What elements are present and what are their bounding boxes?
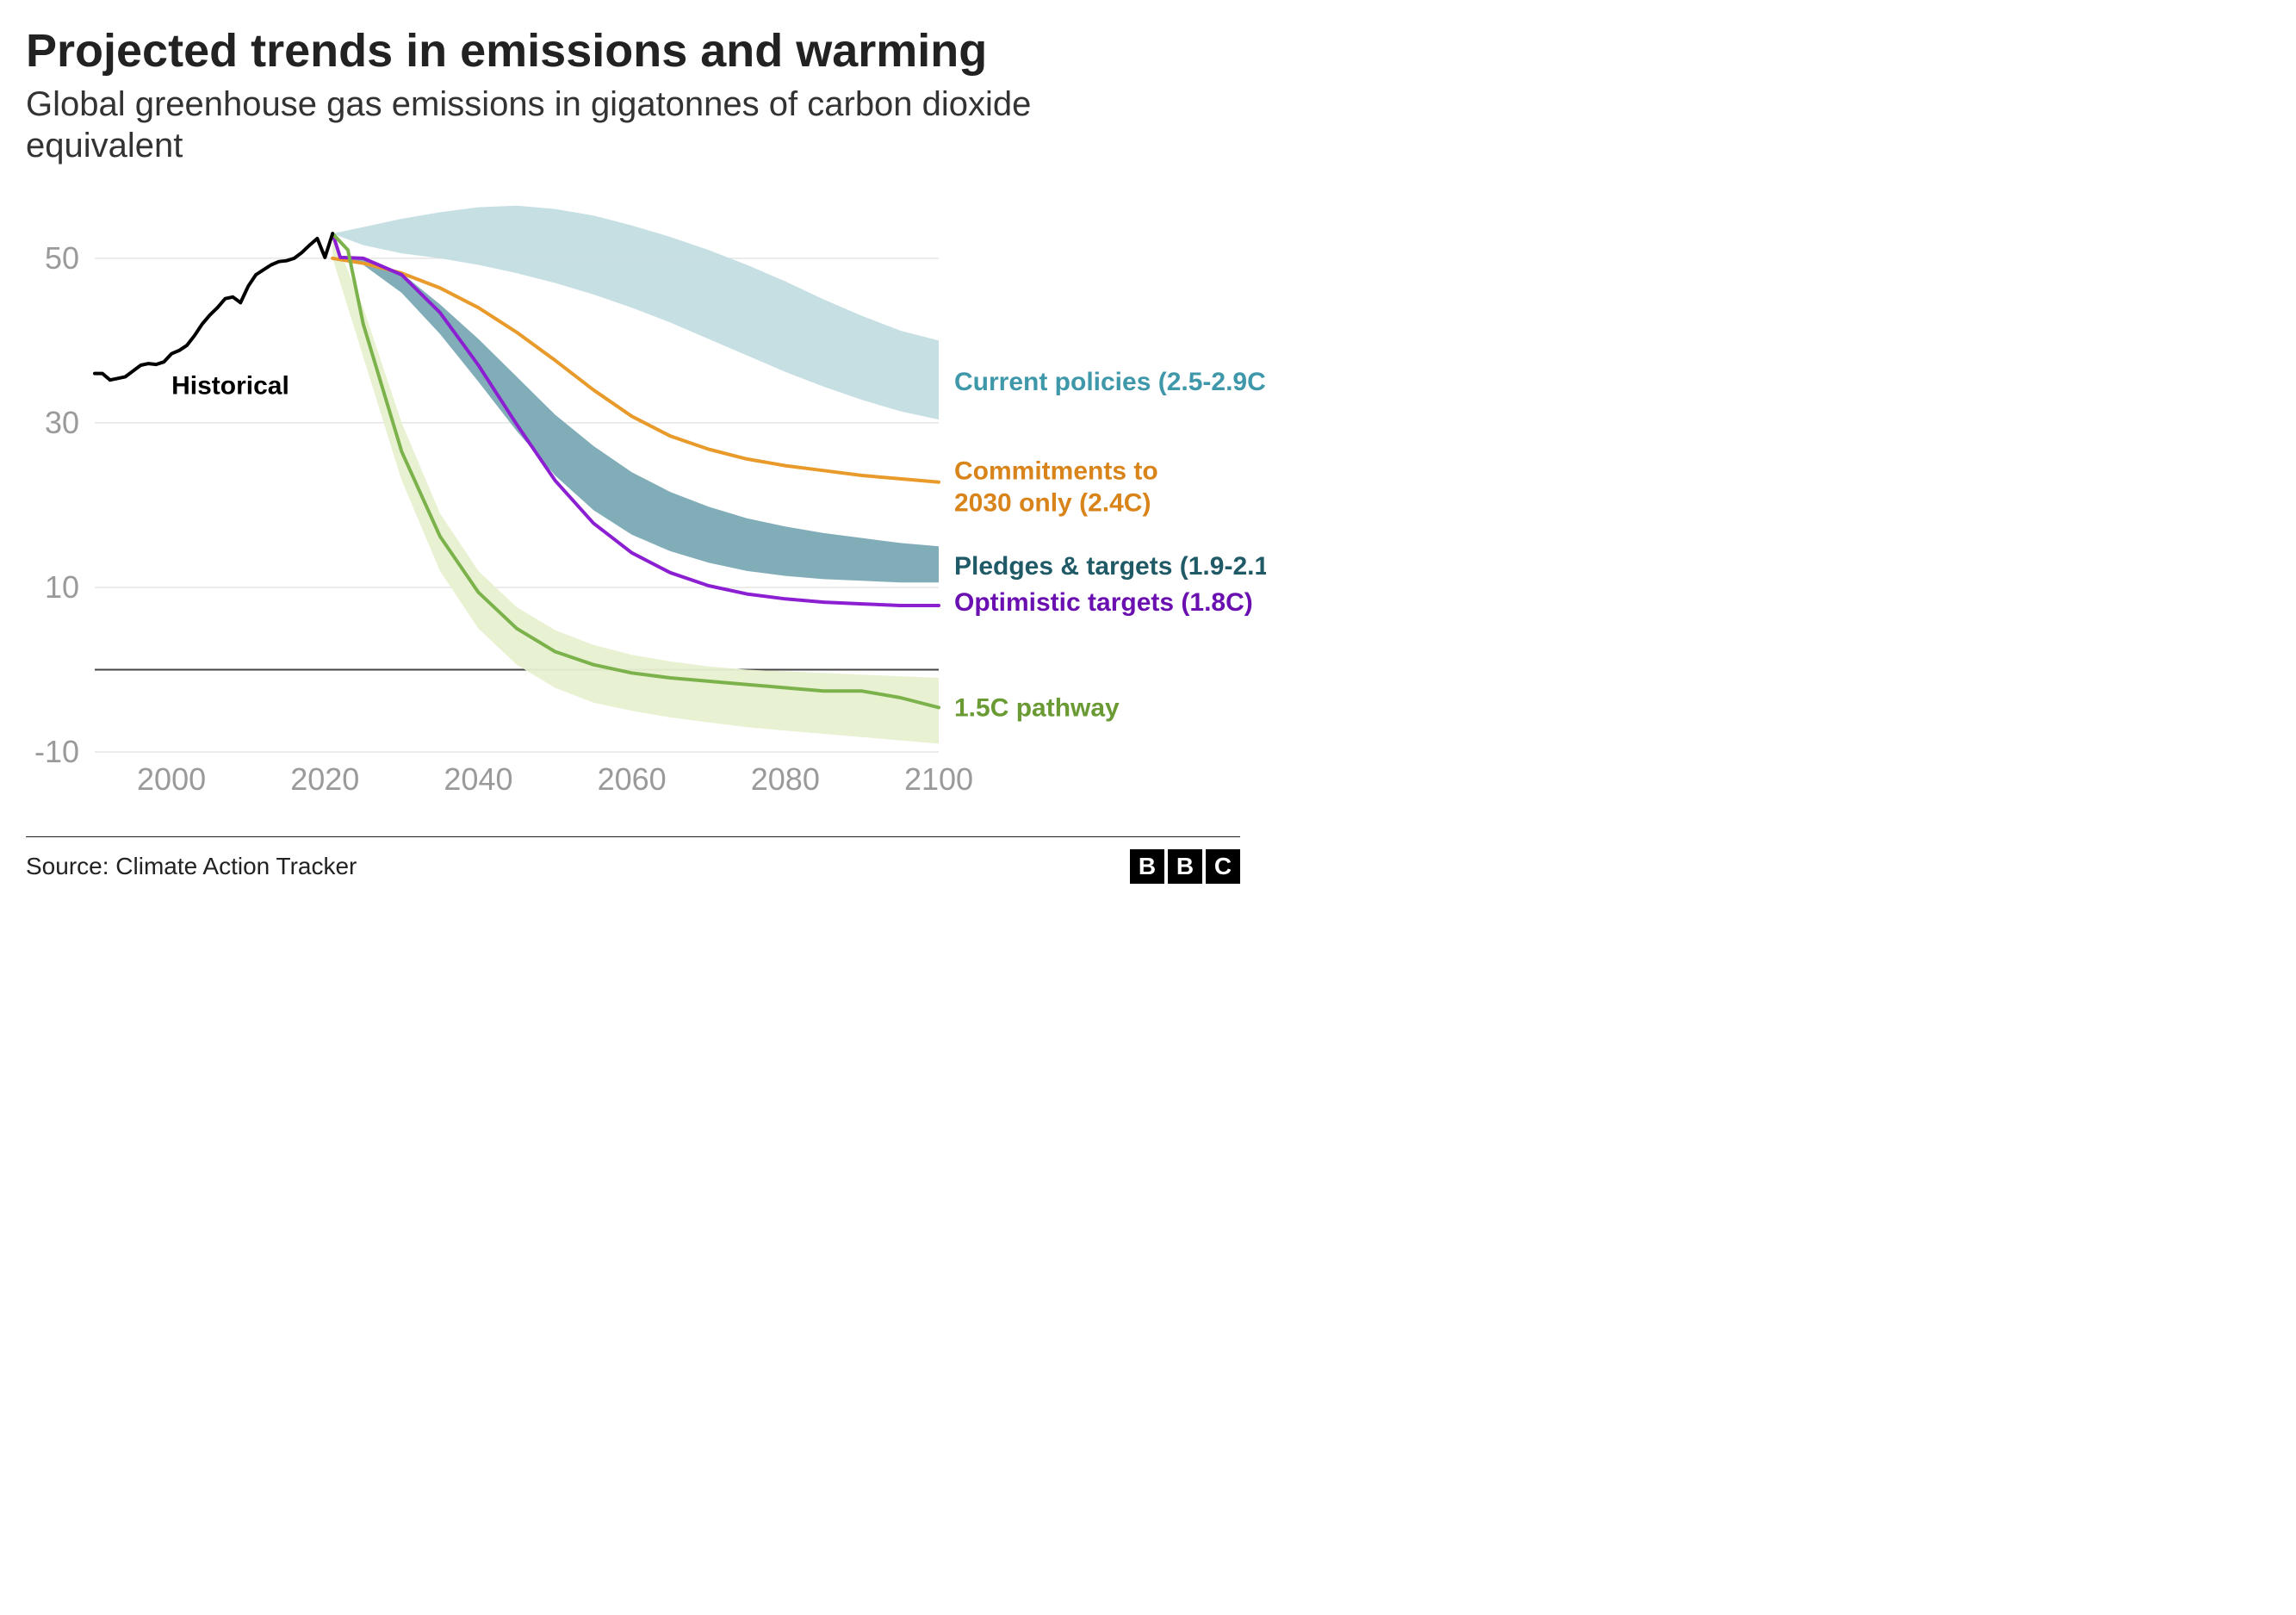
y-tick-label: 50 (45, 240, 79, 276)
lg-optimistic-label: Optimistic targets (1.8C) (954, 589, 1253, 618)
x-tick-label: 2040 (444, 761, 512, 797)
y-tick-label: -10 (34, 734, 79, 769)
chart-title: Projected trends in emissions and warmin… (26, 26, 1240, 77)
series-line-historical (95, 234, 332, 381)
bbc-logo-letter: B (1130, 849, 1164, 884)
lg-pathway-label: 1.5C pathway (954, 694, 1120, 723)
source-text: Source: Climate Action Tracker (26, 853, 357, 880)
chart-footer: Source: Climate Action Tracker B B C (26, 836, 1240, 884)
x-tick-label: 2000 (137, 761, 206, 797)
x-tick-label: 2100 (904, 761, 973, 797)
x-tick-label: 2060 (598, 761, 667, 797)
historical-label: Historical (171, 372, 289, 401)
chart-svg: -10 10 30 50 2000 2020 2040 2060 2080 2100 Histori… (26, 201, 1266, 821)
lg-commit-l1-label: Commitments to (954, 457, 1158, 486)
lg-current-label: Current policies (2.5-2.9C) (954, 369, 1266, 397)
chart-subtitle: Global greenhouse gas emissions in gigat… (26, 84, 1059, 166)
chart-plot-area: -10 10 30 50 2000 2020 2040 2060 2080 2100 Histori… (26, 201, 1240, 821)
x-tick-label: 2080 (751, 761, 820, 797)
y-tick-label: 30 (45, 405, 79, 440)
x-tick-label: 2020 (290, 761, 359, 797)
lg-pledges-label: Pledges & targets (1.9-2.1C) (954, 553, 1266, 581)
y-tick-label: 10 (45, 569, 79, 605)
chart-container: Projected trends in emissions and warmin… (0, 0, 1266, 901)
bbc-logo-letter: B (1168, 849, 1202, 884)
bbc-logo: B B C (1130, 849, 1240, 884)
bbc-logo-letter: C (1206, 849, 1240, 884)
lg-commit-l2-label: 2030 only (2.4C) (954, 489, 1151, 518)
